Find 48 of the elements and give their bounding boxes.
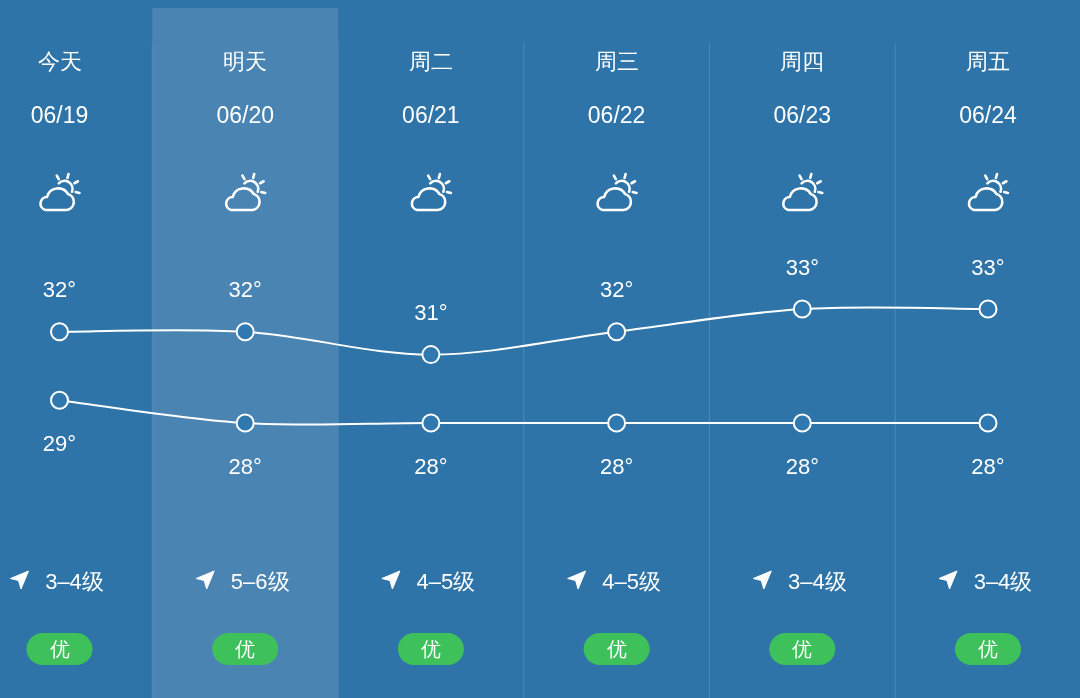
data-label: 32°	[42, 277, 77, 303]
text: 06/23	[773, 102, 832, 128]
point	[607, 322, 627, 342]
point	[235, 413, 255, 433]
point	[50, 322, 69, 342]
text: 优	[792, 638, 813, 660]
data-label: 28°	[599, 453, 634, 479]
point	[50, 390, 69, 410]
data-label: 28°	[971, 453, 1005, 479]
text: 优	[420, 638, 441, 660]
point	[978, 413, 998, 433]
x-tick-label: 周二	[408, 48, 453, 74]
text: 3–4级	[45, 568, 104, 594]
text: 4–5级	[416, 568, 476, 594]
data-label: 33°	[971, 254, 1005, 280]
text: 优	[978, 638, 998, 660]
data-label: 32°	[599, 277, 634, 303]
text: 优	[606, 638, 627, 660]
point	[792, 413, 812, 433]
point	[978, 299, 998, 319]
text: 优	[49, 638, 70, 660]
data-label: 33°	[785, 254, 819, 280]
x-tick-label: 周四	[780, 48, 825, 74]
data-label: 29°	[42, 430, 77, 456]
data-label: 28°	[414, 453, 448, 479]
data-label: 28°	[228, 453, 262, 479]
data-label: 31°	[414, 300, 448, 326]
point	[607, 413, 627, 433]
point	[235, 322, 255, 342]
x-tick-label: 明天	[223, 48, 268, 74]
x-tick-label: 今天	[37, 48, 82, 74]
point	[421, 345, 441, 365]
text: 06/19	[30, 102, 89, 128]
text: 优	[235, 638, 256, 660]
text: 06/22	[587, 102, 646, 128]
data-label: 28°	[785, 453, 819, 479]
text: 3–4级	[787, 568, 847, 594]
text: 4–5级	[602, 568, 661, 594]
point	[792, 299, 812, 319]
x-tick-label: 周三	[594, 48, 639, 74]
point	[421, 413, 441, 433]
text: 06/21	[402, 102, 460, 128]
text: 5–6级	[230, 568, 290, 594]
text: 06/20	[216, 102, 274, 128]
text: 3–4级	[973, 568, 1033, 594]
text: 06/24	[959, 102, 1017, 128]
x-tick-label: 周五	[966, 48, 1010, 74]
data-label: 32°	[228, 277, 262, 303]
